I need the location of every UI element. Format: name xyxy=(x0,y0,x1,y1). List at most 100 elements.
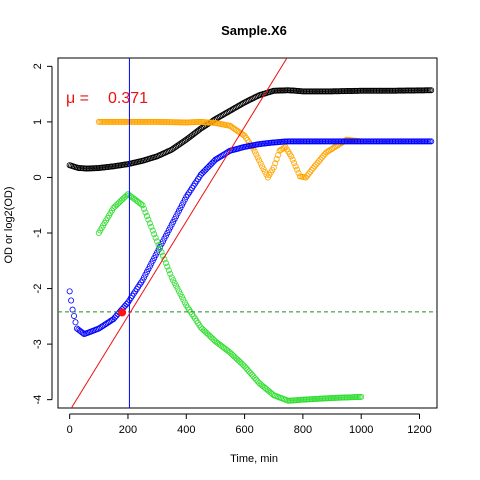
x-tick-label: 800 xyxy=(294,424,312,436)
data-point xyxy=(157,245,164,252)
data-point xyxy=(314,159,321,166)
data-point xyxy=(251,374,258,381)
data-point xyxy=(212,156,219,163)
data-point xyxy=(331,144,338,151)
data-point xyxy=(199,170,206,177)
data-point xyxy=(212,116,219,123)
data-point xyxy=(110,316,117,323)
series-0 xyxy=(66,87,435,172)
data-point xyxy=(203,165,210,172)
data-point xyxy=(224,109,231,116)
data-point xyxy=(149,257,156,264)
data-point xyxy=(324,148,331,155)
data-point xyxy=(273,156,280,163)
data-point xyxy=(229,106,236,113)
series-1 xyxy=(95,118,365,181)
data-point xyxy=(167,224,174,231)
x-tick-label: 200 xyxy=(119,424,137,436)
data-point xyxy=(310,165,317,172)
data-point xyxy=(235,102,242,109)
data-point xyxy=(174,210,181,217)
data-point xyxy=(181,196,188,203)
data-point xyxy=(177,291,184,298)
data-point xyxy=(294,166,301,173)
data-point xyxy=(302,174,309,181)
x-tick-label: 0 xyxy=(67,424,73,436)
y-tick-label: 1 xyxy=(32,119,44,125)
y-tick-label: -4 xyxy=(32,395,44,405)
data-point xyxy=(97,324,104,331)
data-point xyxy=(165,227,172,234)
data-point xyxy=(231,105,238,112)
data-point xyxy=(234,103,241,110)
data-point xyxy=(139,277,146,284)
data-point xyxy=(142,209,149,216)
data-point xyxy=(107,317,114,324)
data-point xyxy=(317,156,324,163)
data-point xyxy=(103,320,110,327)
data-point xyxy=(228,106,235,113)
data-point xyxy=(161,235,168,242)
data-point xyxy=(218,112,225,119)
data-point xyxy=(259,163,266,170)
data-point xyxy=(270,164,277,171)
data-point xyxy=(111,314,118,321)
data-point xyxy=(292,163,299,170)
data-point xyxy=(208,161,215,168)
data-point xyxy=(241,363,248,370)
data-point xyxy=(199,124,206,131)
highlight-point xyxy=(118,308,127,317)
data-point xyxy=(173,213,180,220)
data-point xyxy=(329,145,336,152)
data-point xyxy=(304,172,311,179)
mu-value: 0.371 xyxy=(108,90,148,107)
data-point xyxy=(327,146,334,153)
data-point xyxy=(149,227,156,234)
growth-fit-line xyxy=(70,58,288,408)
data-point xyxy=(180,199,187,206)
data-point xyxy=(143,213,150,220)
data-point xyxy=(170,218,177,225)
data-point xyxy=(272,160,279,167)
data-point xyxy=(142,271,149,278)
data-point xyxy=(308,167,315,174)
data-point xyxy=(232,104,239,111)
data-point xyxy=(428,138,435,145)
data-point xyxy=(215,114,222,121)
data-point xyxy=(221,151,228,158)
data-point xyxy=(219,111,226,118)
data-point xyxy=(295,169,302,176)
data-point xyxy=(141,274,148,281)
data-point xyxy=(175,288,182,295)
data-point xyxy=(256,157,263,164)
data-point xyxy=(326,147,333,154)
y-axis: -4 -3 -2 -1 0 1 2 xyxy=(32,63,53,405)
x-axis-label: Time, min xyxy=(230,453,278,465)
data-point xyxy=(152,252,159,259)
chart-title: Sample.X6 xyxy=(221,23,287,38)
data-point xyxy=(215,154,222,161)
data-point xyxy=(164,263,171,270)
data-point xyxy=(178,293,185,300)
data-point xyxy=(98,323,105,330)
y-tick-label: -3 xyxy=(32,339,44,349)
data-point xyxy=(171,216,178,223)
data-point xyxy=(138,201,145,208)
data-point xyxy=(168,221,175,228)
data-point xyxy=(139,202,146,209)
data-point xyxy=(154,249,161,256)
x-axis: 0 200 400 600 800 1000 1200 xyxy=(67,413,432,436)
x-tick-label: 1000 xyxy=(349,424,373,436)
data-point xyxy=(145,266,152,273)
data-point xyxy=(243,364,250,371)
data-point xyxy=(253,376,260,383)
data-point xyxy=(254,154,261,161)
data-point xyxy=(250,373,257,380)
data-point xyxy=(101,321,108,328)
data-point xyxy=(168,274,175,281)
data-point xyxy=(237,101,244,108)
series-2 xyxy=(66,138,435,338)
series-3 xyxy=(95,191,365,404)
data-point xyxy=(152,234,159,241)
y-axis-label: OD or log2(OD) xyxy=(3,186,15,263)
